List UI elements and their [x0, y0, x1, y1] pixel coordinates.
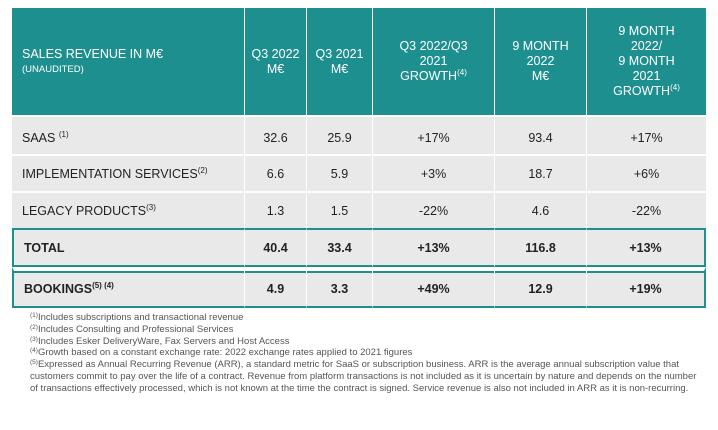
- footnote-4-marker: (4): [30, 347, 38, 355]
- footnote-2: (2)Includes Consulting and Professional …: [30, 324, 700, 336]
- row-label-sup: (5) (4): [92, 280, 114, 290]
- footnote-4-text: Growth based on a constant exchange rate…: [37, 347, 413, 359]
- cell-9m-growth: +6%: [587, 154, 706, 191]
- header-q3-growth-line3: GROWTH: [400, 69, 458, 83]
- footnote-2-text: Includes Consulting and Professional Ser…: [37, 323, 234, 335]
- row-label: IMPLEMENTATION SERVICES: [22, 166, 198, 181]
- cell-q3-2021: 1.5: [307, 191, 373, 228]
- footnote-5-marker: (5): [30, 359, 38, 367]
- row-label-cell: SAAS (1): [12, 115, 245, 154]
- footnote-1-marker: (1): [30, 312, 38, 319]
- row-label: TOTAL: [24, 240, 65, 255]
- header-9m-growth-sup: (4): [670, 83, 680, 92]
- table-row-bookings: BOOKINGS(5) (4) 4.9 3.3 +49% 12.9 +19%: [12, 267, 706, 308]
- header-9m-growth-line4: 2021: [632, 69, 661, 83]
- cell-q3-growth: +49%: [373, 267, 495, 308]
- header-9m-growth-line5: GROWTH: [613, 84, 671, 98]
- table-row-implementation-services: IMPLEMENTATION SERVICES(2) 6.6 5.9 +3% 1…: [12, 154, 706, 191]
- header-q3-growth-line2: 2021: [419, 54, 448, 68]
- cell-9m-growth: +19%: [587, 267, 706, 308]
- table-header-row: SALES REVENUE IN M€ (UNAUDITED) Q3 2022 …: [12, 8, 706, 115]
- row-label: LEGACY PRODUCTS: [22, 203, 147, 218]
- header-q3-2022: Q3 2022 M€: [245, 8, 307, 115]
- header-9m-growth-line1: 9 MONTH: [618, 24, 675, 38]
- header-q3-growth-line1: Q3 2022/Q3: [399, 39, 468, 53]
- table-title: SALES REVENUE IN M€: [22, 46, 164, 61]
- cell-9m-growth: -22%: [587, 191, 706, 228]
- header-9m-growth: 9 MONTH 2022/ 9 MONTH 2021 GROWTH(4): [587, 8, 706, 115]
- footnote-5-text: Expressed as Annual Recurring Revenue (A…: [30, 359, 697, 394]
- footnote-1: (1)Includes subscriptions and transactio…: [30, 312, 700, 324]
- row-label: BOOKINGS: [24, 281, 93, 296]
- row-label-cell: BOOKINGS(5) (4): [12, 267, 245, 308]
- header-9m-growth-line2: 2022/: [630, 39, 663, 53]
- header-q3-2021: Q3 2021 M€: [307, 8, 373, 115]
- cell-9m-growth: +17%: [587, 115, 706, 154]
- cell-q3-2022: 1.3: [245, 191, 307, 228]
- row-label-cell: TOTAL: [12, 228, 245, 267]
- row-label-cell: IMPLEMENTATION SERVICES(2): [12, 154, 245, 191]
- footnote-1-text: Includes subscriptions and transactional…: [37, 312, 244, 323]
- cell-q3-2022: 40.4: [245, 228, 307, 267]
- cell-q3-2021: 25.9: [307, 115, 373, 154]
- row-label-sup: (3): [146, 202, 156, 212]
- row-label: SAAS: [22, 130, 56, 145]
- header-9m-growth-line3: 9 MONTH: [618, 54, 675, 68]
- header-q3-2021-label: Q3 2021: [315, 46, 364, 61]
- row-label-sup: (1): [58, 129, 69, 139]
- header-title-cell: SALES REVENUE IN M€ (UNAUDITED): [12, 8, 245, 115]
- footnote-3: (3)Includes Esker DeliveryWare, Fax Serv…: [30, 336, 700, 348]
- cell-9m-2022: 93.4: [495, 115, 587, 154]
- row-label-sup: (2): [197, 165, 208, 175]
- footnote-2-marker: (2): [30, 323, 38, 331]
- header-q3-growth-sup: (4): [457, 68, 467, 77]
- cell-9m-2022: 12.9: [495, 267, 587, 308]
- table-row-saas: SAAS (1) 32.6 25.9 +17% 93.4 +17%: [12, 115, 706, 154]
- footnote-4: (4)Growth based on a constant exchange r…: [30, 347, 700, 359]
- cell-9m-2022: 4.6: [495, 191, 587, 228]
- cell-q3-2021: 33.4: [307, 228, 373, 267]
- header-q3-growth: Q3 2022/Q3 2021 GROWTH(4): [373, 8, 495, 115]
- cell-q3-growth: +17%: [373, 115, 495, 154]
- cell-q3-2021: 3.3: [307, 267, 373, 308]
- footnote-3-marker: (3): [30, 335, 38, 343]
- cell-q3-2022: 6.6: [245, 154, 307, 191]
- revenue-table: SALES REVENUE IN M€ (UNAUDITED) Q3 2022 …: [12, 8, 706, 308]
- cell-q3-2022: 32.6: [245, 115, 307, 154]
- cell-q3-growth: +13%: [373, 228, 495, 267]
- header-9m-2022-line2: 2022: [526, 54, 555, 68]
- header-q3-2021-unit: M€: [330, 61, 349, 76]
- cell-9m-2022: 18.7: [495, 154, 587, 191]
- cell-9m-2022: 116.8: [495, 228, 587, 267]
- header-9m-2022: 9 MONTH 2022 M€: [495, 8, 587, 115]
- cell-q3-2022: 4.9: [245, 267, 307, 308]
- table-subtitle: (UNAUDITED): [22, 63, 84, 75]
- header-q3-2022-unit: M€: [266, 61, 285, 76]
- header-q3-2022-label: Q3 2022: [251, 46, 300, 61]
- cell-q3-2021: 5.9: [307, 154, 373, 191]
- footnotes: (1)Includes subscriptions and transactio…: [30, 312, 700, 395]
- header-9m-2022-line1: 9 MONTH: [512, 39, 569, 53]
- header-9m-2022-unit: M€: [531, 69, 550, 83]
- cell-9m-growth: +13%: [587, 228, 706, 267]
- footnote-3-text: Includes Esker DeliveryWare, Fax Servers…: [37, 335, 290, 347]
- revenue-table-container: SALES REVENUE IN M€ (UNAUDITED) Q3 2022 …: [12, 8, 706, 308]
- cell-q3-growth: +3%: [373, 154, 495, 191]
- footnote-5: (5)Expressed as Annual Recurring Revenue…: [30, 359, 700, 394]
- table-row-total: TOTAL 40.4 33.4 +13% 116.8 +13%: [12, 228, 706, 267]
- table-row-legacy-products: LEGACY PRODUCTS(3) 1.3 1.5 -22% 4.6 -22%: [12, 191, 706, 228]
- cell-q3-growth: -22%: [373, 191, 495, 228]
- row-label-cell: LEGACY PRODUCTS(3): [12, 191, 245, 228]
